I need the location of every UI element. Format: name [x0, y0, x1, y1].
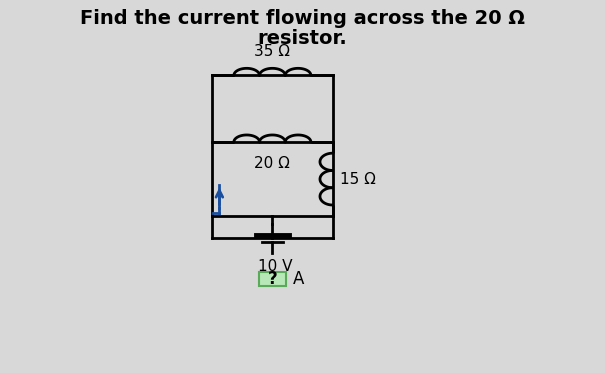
Text: resistor.: resistor.	[258, 29, 347, 48]
Text: 10 V: 10 V	[258, 259, 293, 274]
Text: 15 Ω: 15 Ω	[340, 172, 376, 186]
Text: Find the current flowing across the 20 Ω: Find the current flowing across the 20 Ω	[80, 9, 525, 28]
Text: A: A	[293, 270, 304, 288]
Text: ?: ?	[267, 270, 277, 288]
FancyBboxPatch shape	[258, 272, 286, 286]
Text: 35 Ω: 35 Ω	[254, 44, 290, 59]
Text: 20 Ω: 20 Ω	[255, 156, 290, 171]
